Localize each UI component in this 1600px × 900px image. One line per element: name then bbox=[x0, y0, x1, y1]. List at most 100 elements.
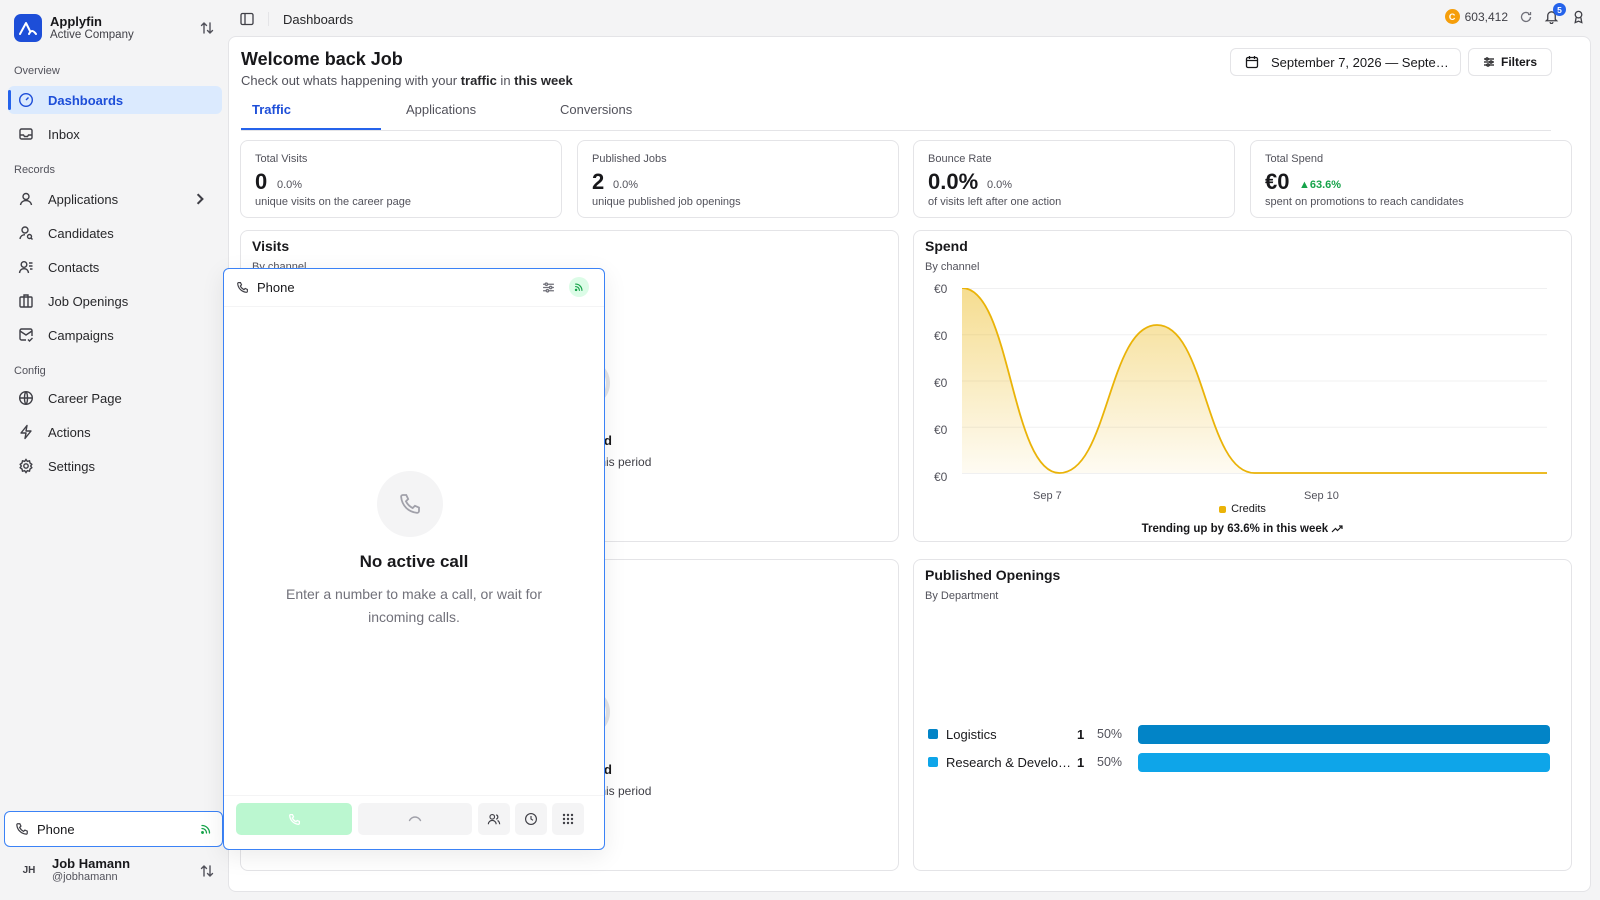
applyfin-logo bbox=[14, 14, 42, 42]
department-bar bbox=[1138, 752, 1550, 772]
kpi-change: 0.0% bbox=[613, 179, 639, 191]
kpi-total-visits: Total Visits 0 0.0% unique visits on the… bbox=[240, 140, 562, 218]
contacts-icon bbox=[18, 259, 34, 275]
sidebar-item-contacts[interactable]: Contacts bbox=[8, 253, 222, 281]
page-subtitle: Check out whats happening with your traf… bbox=[241, 73, 573, 88]
department-bar bbox=[1138, 724, 1550, 744]
tab-applications[interactable]: Applications bbox=[406, 102, 477, 117]
legend-swatch bbox=[928, 729, 938, 739]
sidebar-item-inbox[interactable]: Inbox bbox=[8, 120, 222, 148]
connection-status-icon[interactable] bbox=[569, 277, 589, 297]
sidebar-item-job-openings[interactable]: Job Openings bbox=[8, 287, 222, 315]
sidebar: Applyfin Active Company Overview Dashboa… bbox=[0, 0, 228, 900]
filters-button[interactable]: Filters bbox=[1468, 48, 1552, 76]
legend-swatch bbox=[1219, 505, 1227, 513]
keypad-button[interactable] bbox=[552, 803, 584, 835]
bolt-icon bbox=[18, 424, 34, 440]
workspace-switcher[interactable]: Applyfin Active Company bbox=[14, 14, 134, 42]
kpi-bounce-rate: Bounce Rate 0.0% 0.0% of visits left aft… bbox=[913, 140, 1235, 218]
notifications-button[interactable]: 5 bbox=[1544, 3, 1566, 24]
tab-bar: Traffic Applications Conversions bbox=[241, 95, 1551, 131]
date-range-label: September 7, 2026 — September 13, 2026 bbox=[1271, 54, 1451, 70]
users-icon bbox=[487, 812, 501, 826]
coin-icon: C bbox=[1444, 9, 1460, 24]
sidebar-item-label: Applications bbox=[48, 191, 119, 207]
phone-icon bbox=[236, 281, 249, 294]
signal-icon bbox=[200, 823, 212, 835]
kpi-description: of visits left after one action bbox=[928, 196, 1062, 208]
page-title: Welcome back Job bbox=[241, 49, 403, 69]
phone-dock-button[interactable]: Phone bbox=[4, 811, 223, 847]
card-subtitle: By Department bbox=[925, 590, 999, 602]
sidebar-item-label: Job Openings bbox=[48, 293, 129, 309]
sidebar-toggle-icon[interactable] bbox=[240, 12, 254, 26]
sidebar-item-label: Settings bbox=[48, 458, 95, 474]
trend-up-icon: ▲ bbox=[1299, 179, 1310, 191]
user-menu[interactable]: JH Job Hamann @jobhamann bbox=[14, 855, 130, 885]
phone-icon bbox=[15, 822, 29, 836]
hang-up-button[interactable] bbox=[358, 803, 472, 835]
mail-check-icon bbox=[18, 327, 34, 343]
phone-panel-header: Phone bbox=[224, 269, 604, 307]
trending-up-icon bbox=[1331, 524, 1344, 534]
swap-icon[interactable] bbox=[200, 21, 214, 35]
clock-icon bbox=[524, 812, 538, 826]
department-count: 1 bbox=[1077, 754, 1085, 770]
department-row[interactable]: Research & Development 1 50% bbox=[928, 752, 1550, 772]
section-overview: Overview bbox=[14, 65, 60, 77]
app-name: Applyfin bbox=[50, 14, 102, 29]
series-line-credits bbox=[962, 288, 1547, 474]
call-button[interactable] bbox=[236, 803, 352, 835]
sliders-icon bbox=[1483, 56, 1495, 68]
sidebar-item-label: Campaigns bbox=[48, 327, 114, 343]
globe-icon bbox=[18, 390, 34, 406]
x-tick-label: Sep 10 bbox=[1304, 490, 1339, 502]
refresh-icon[interactable] bbox=[1520, 11, 1532, 23]
kpi-value: 0.0% bbox=[928, 169, 979, 194]
kpi-description: unique published job openings bbox=[592, 196, 741, 208]
spend-area-chart bbox=[962, 288, 1547, 474]
settings-sliders-icon[interactable] bbox=[542, 281, 555, 294]
phone-panel: Phone No active call Enter a number to m… bbox=[223, 268, 605, 850]
empty-state-message: Enter a number to make a call, or wait f… bbox=[286, 586, 542, 625]
divider bbox=[268, 12, 269, 26]
filters-label: Filters bbox=[1500, 55, 1537, 69]
user-badge-icon[interactable] bbox=[1571, 9, 1586, 24]
user-search-icon bbox=[18, 225, 34, 241]
inbox-icon bbox=[18, 126, 34, 142]
calendar-icon bbox=[1245, 55, 1259, 69]
kpi-change: 0.0% bbox=[277, 179, 303, 191]
card-subtitle: By channel bbox=[925, 261, 980, 273]
chart-legend: Credits bbox=[914, 503, 1571, 515]
divider bbox=[224, 795, 604, 796]
y-tick-label: €0 bbox=[934, 282, 948, 296]
tab-traffic[interactable]: Traffic bbox=[252, 102, 292, 117]
tab-conversions[interactable]: Conversions bbox=[560, 102, 633, 117]
kpi-value: €0 bbox=[1265, 169, 1290, 194]
gauge-icon bbox=[18, 92, 34, 108]
sidebar-item-campaigns[interactable]: Campaigns bbox=[8, 321, 222, 349]
sidebar-item-career-page[interactable]: Career Page bbox=[8, 384, 222, 412]
kpi-change: ▲63.6% bbox=[1299, 179, 1342, 191]
gear-icon bbox=[18, 458, 34, 474]
contacts-button[interactable] bbox=[478, 803, 510, 835]
phone-hangup-icon bbox=[408, 814, 422, 824]
kpi-change: 0.0% bbox=[987, 179, 1013, 191]
notification-badge: 5 bbox=[1553, 3, 1566, 16]
building-icon bbox=[18, 293, 34, 309]
sidebar-item-actions[interactable]: Actions bbox=[8, 418, 222, 446]
phone-dock-label: Phone bbox=[37, 821, 75, 837]
history-button[interactable] bbox=[515, 803, 547, 835]
swap-icon[interactable] bbox=[200, 864, 214, 878]
section-records: Records bbox=[14, 164, 55, 176]
sidebar-item-settings[interactable]: Settings bbox=[8, 452, 222, 480]
sidebar-item-applications[interactable]: Applications bbox=[8, 185, 222, 213]
sidebar-item-candidates[interactable]: Candidates bbox=[8, 219, 222, 247]
sidebar-item-label: Dashboards bbox=[48, 92, 124, 108]
card-title: Spend bbox=[925, 238, 968, 254]
card-title: Published Openings bbox=[925, 567, 1061, 583]
date-range-picker[interactable]: September 7, 2026 — September 13, 2026 bbox=[1230, 48, 1461, 76]
phone-panel-title: Phone bbox=[257, 280, 295, 295]
department-row[interactable]: Logistics 1 50% bbox=[928, 724, 1550, 744]
sidebar-item-dashboards[interactable]: Dashboards bbox=[8, 86, 222, 114]
